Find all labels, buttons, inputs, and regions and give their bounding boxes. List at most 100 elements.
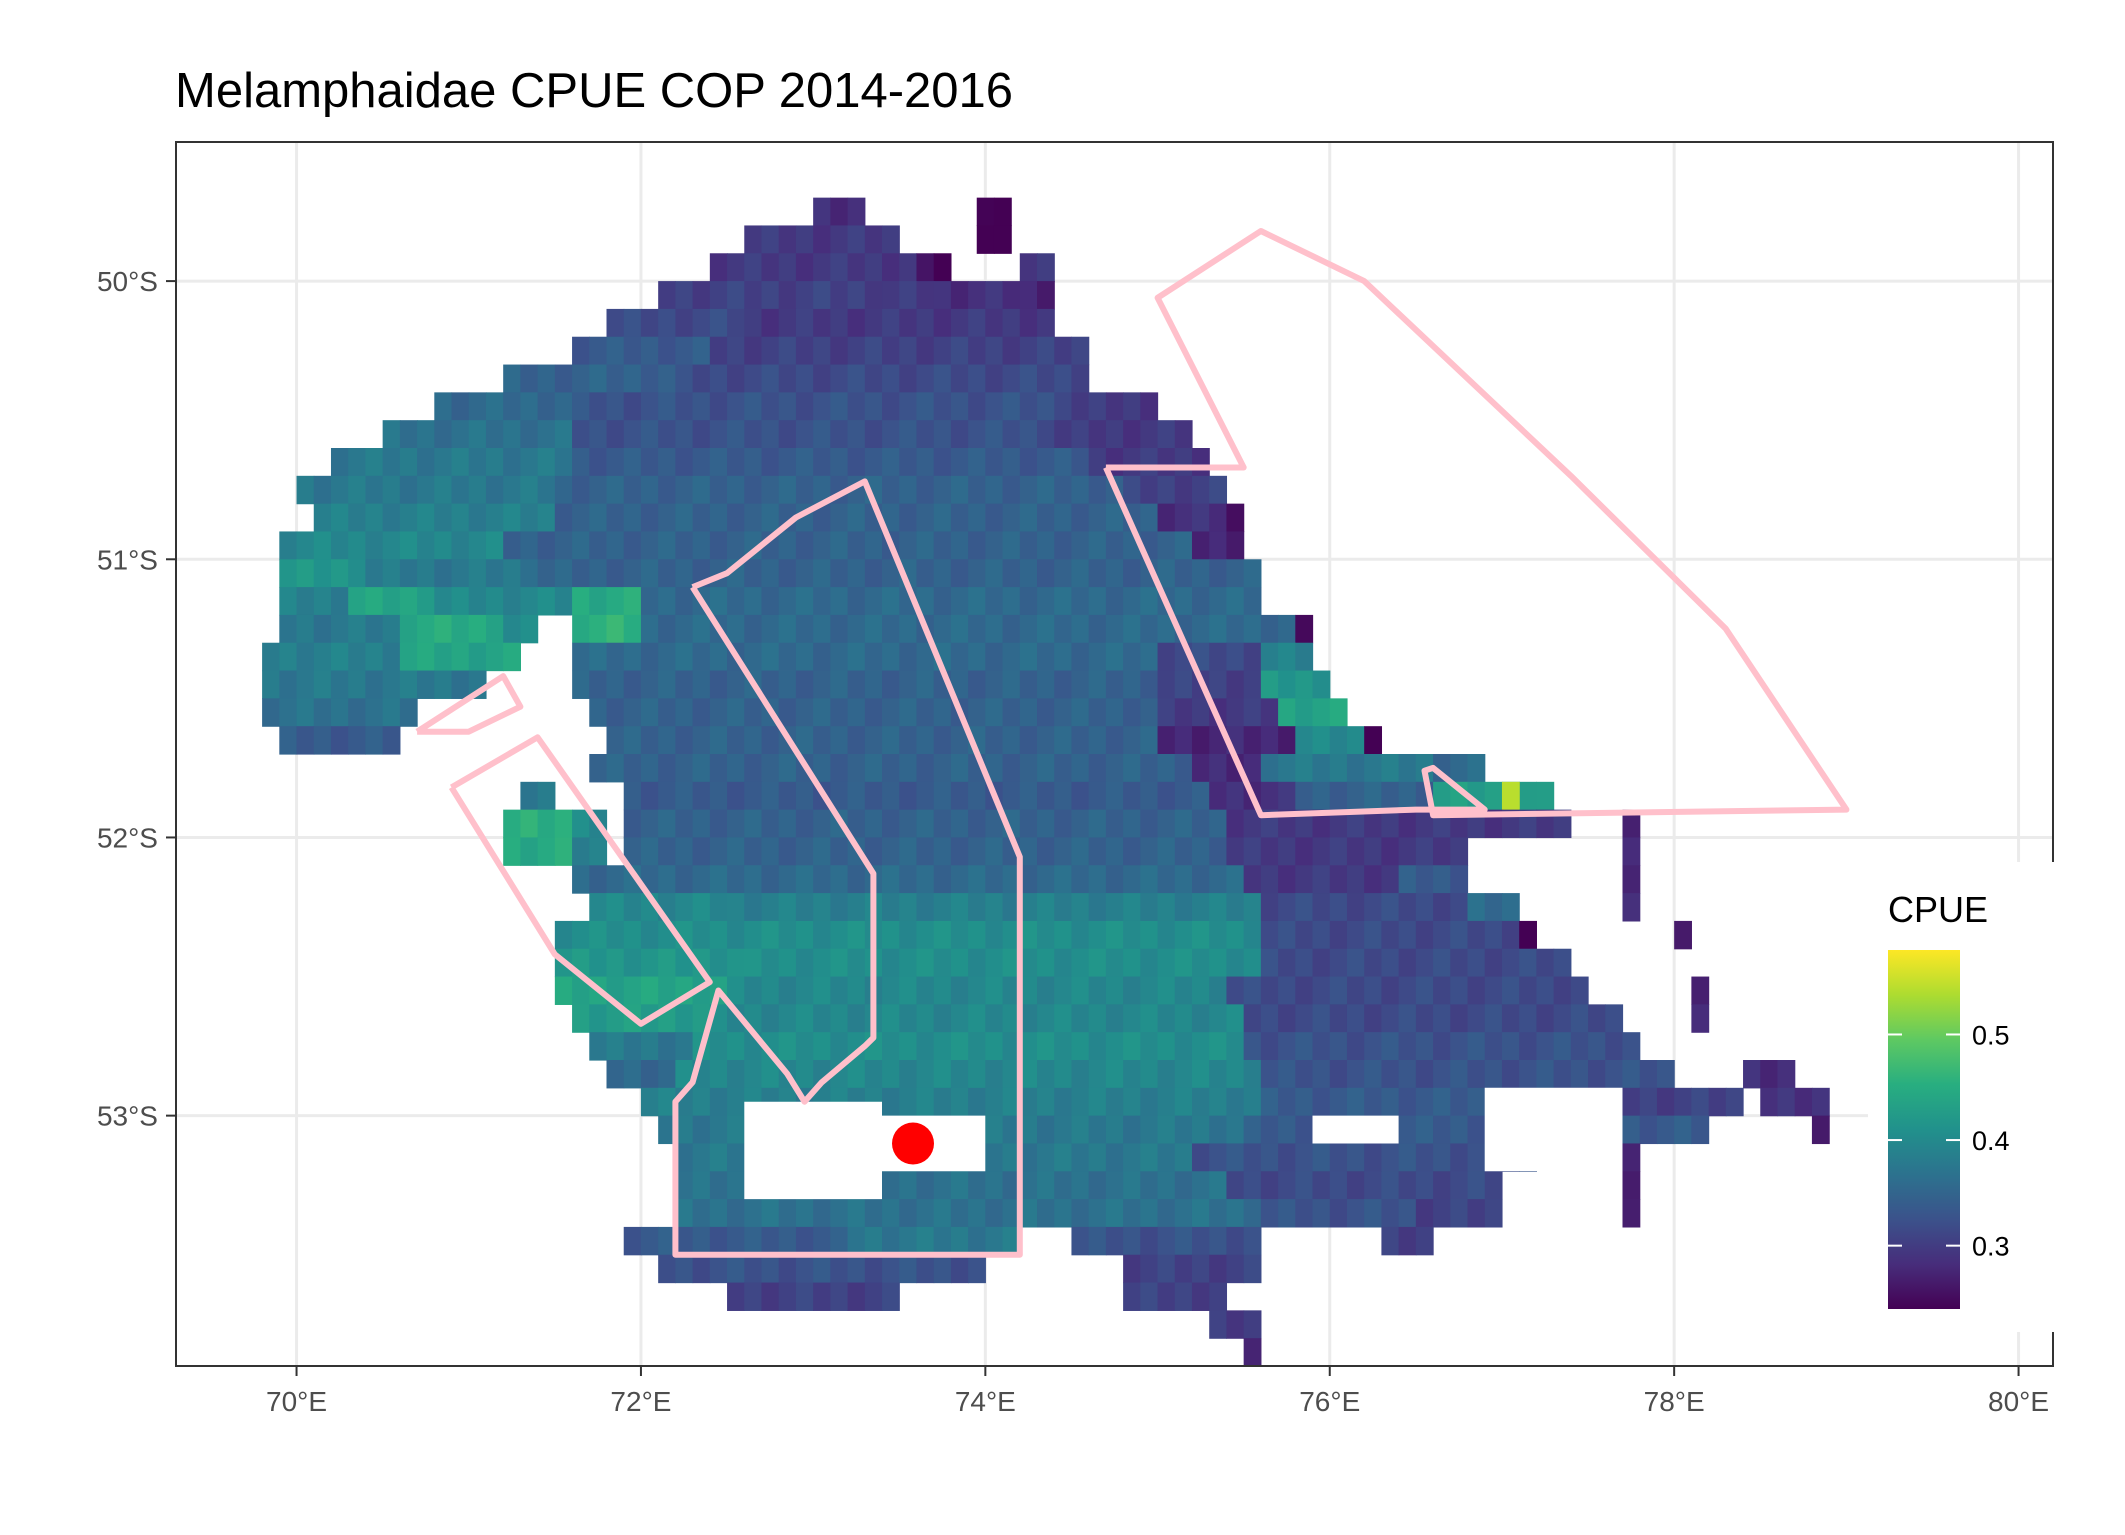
cpue-cell — [1278, 1032, 1296, 1061]
cpue-cell — [606, 531, 625, 560]
cpue-cell — [709, 754, 728, 783]
cpue-cell — [1123, 420, 1141, 449]
cpue-cell — [882, 587, 900, 616]
boundary-polygon — [448, 734, 713, 1027]
cpue-cell — [899, 1254, 918, 1284]
cpue-cell — [692, 1087, 711, 1117]
cpue-cell — [847, 531, 866, 560]
cpue-cell — [847, 948, 866, 978]
cpue-cell — [744, 976, 763, 1005]
cpue-cell — [1260, 698, 1279, 727]
cpue-cell — [640, 1226, 659, 1256]
cpue-cell — [933, 475, 952, 505]
cpue-cell — [1364, 1087, 1383, 1117]
cpue-cell — [623, 948, 642, 978]
cpue-cell — [417, 670, 435, 699]
cpue-cell — [1450, 1032, 1469, 1061]
cpue-cell — [1140, 948, 1159, 978]
cpue-cell — [1398, 837, 1417, 866]
cpue-cell — [606, 614, 625, 644]
cpue-cell — [589, 1032, 608, 1061]
cpue-cell — [1295, 893, 1314, 922]
cpue-cell — [985, 614, 1004, 644]
cpue-cell — [1553, 809, 1572, 839]
cpue-cell — [1415, 976, 1434, 1005]
cpue-cell — [744, 865, 763, 894]
cpue-cell — [692, 1226, 711, 1256]
cpue-cell — [899, 809, 918, 839]
cpue-cell — [520, 614, 539, 644]
cpue-cell — [1381, 1171, 1400, 1200]
cpue-cell — [778, 1254, 797, 1284]
cpue-cell — [658, 614, 676, 644]
cpue-cell — [761, 420, 780, 449]
cpue-cell — [1501, 920, 1520, 950]
cpue-cell — [1346, 754, 1365, 783]
cpue-cell — [1019, 976, 1038, 1005]
cpue-cell — [1123, 1254, 1141, 1284]
cpue-cell — [1002, 308, 1021, 338]
cpue-cell — [1226, 559, 1245, 588]
cpue-cell — [606, 1004, 625, 1033]
cpue-cell — [296, 475, 315, 505]
cpue-cell — [1054, 754, 1073, 783]
cpue-cell — [1140, 1254, 1159, 1284]
cpue-cell — [847, 642, 866, 672]
cpue-cell — [882, 1282, 900, 1311]
cpue-cell — [658, 781, 676, 811]
cpue-cell — [709, 1199, 728, 1228]
cpue-cell — [503, 614, 521, 644]
cpue-cell — [968, 1087, 986, 1117]
cpue-cell — [640, 1060, 659, 1089]
cpue-cell — [709, 726, 728, 755]
cpue-cell — [1433, 1199, 1451, 1228]
cpue-cell — [968, 1254, 986, 1284]
cpue-cell — [830, 587, 849, 616]
cpue-cell — [761, 781, 780, 811]
cpue-cell — [675, 781, 694, 811]
cpue-cell — [1157, 531, 1176, 560]
cpue-cell — [1123, 1087, 1141, 1117]
cpue-cell — [640, 754, 659, 783]
cpue-cell — [1484, 920, 1503, 950]
cpue-cell — [933, 503, 952, 533]
cpue-cell — [727, 392, 745, 421]
cpue-cell — [899, 1087, 918, 1117]
cpue-cell — [1088, 920, 1107, 950]
cpue-cell — [1019, 1060, 1038, 1089]
cpue-cell — [1415, 1032, 1434, 1061]
cpue-cell — [864, 1060, 883, 1089]
cpue-cell — [1278, 865, 1296, 894]
cpue-cell — [589, 1004, 608, 1033]
cpue-cell — [1054, 893, 1073, 922]
cpue-cell — [1346, 893, 1365, 922]
cpue-cell — [468, 503, 487, 533]
cpue-cell — [744, 698, 763, 727]
cpue-cell — [795, 809, 814, 839]
cpue-cell — [1105, 754, 1124, 783]
cpue-cell — [1226, 1004, 1245, 1033]
x-tick-label: 80°E — [1988, 1386, 2049, 1417]
cpue-cell — [882, 1032, 900, 1061]
cpue-cell — [1174, 420, 1193, 449]
cpue-cell — [675, 308, 694, 338]
cpue-cell — [1088, 559, 1107, 588]
cpue-cell — [606, 948, 625, 978]
cpue-cell — [933, 281, 952, 310]
cpue-cell — [1295, 976, 1314, 1005]
cpue-cell — [1157, 809, 1176, 839]
cpue-cell — [1536, 976, 1555, 1005]
cpue-cell — [1123, 587, 1141, 616]
x-tick-label: 78°E — [1644, 1386, 1705, 1417]
cpue-cell — [1071, 1087, 1090, 1117]
cpue-cell — [675, 559, 694, 588]
cpue-cell — [1295, 642, 1314, 672]
cpue-cell — [933, 781, 952, 811]
cpue-cell — [296, 559, 315, 588]
cpue-cell — [933, 1226, 952, 1256]
cpue-cell — [778, 420, 797, 449]
cpue-cell — [1071, 503, 1090, 533]
cpue-cell — [640, 503, 659, 533]
cpue-cell — [761, 1282, 780, 1311]
cpue-cell — [1037, 698, 1055, 727]
